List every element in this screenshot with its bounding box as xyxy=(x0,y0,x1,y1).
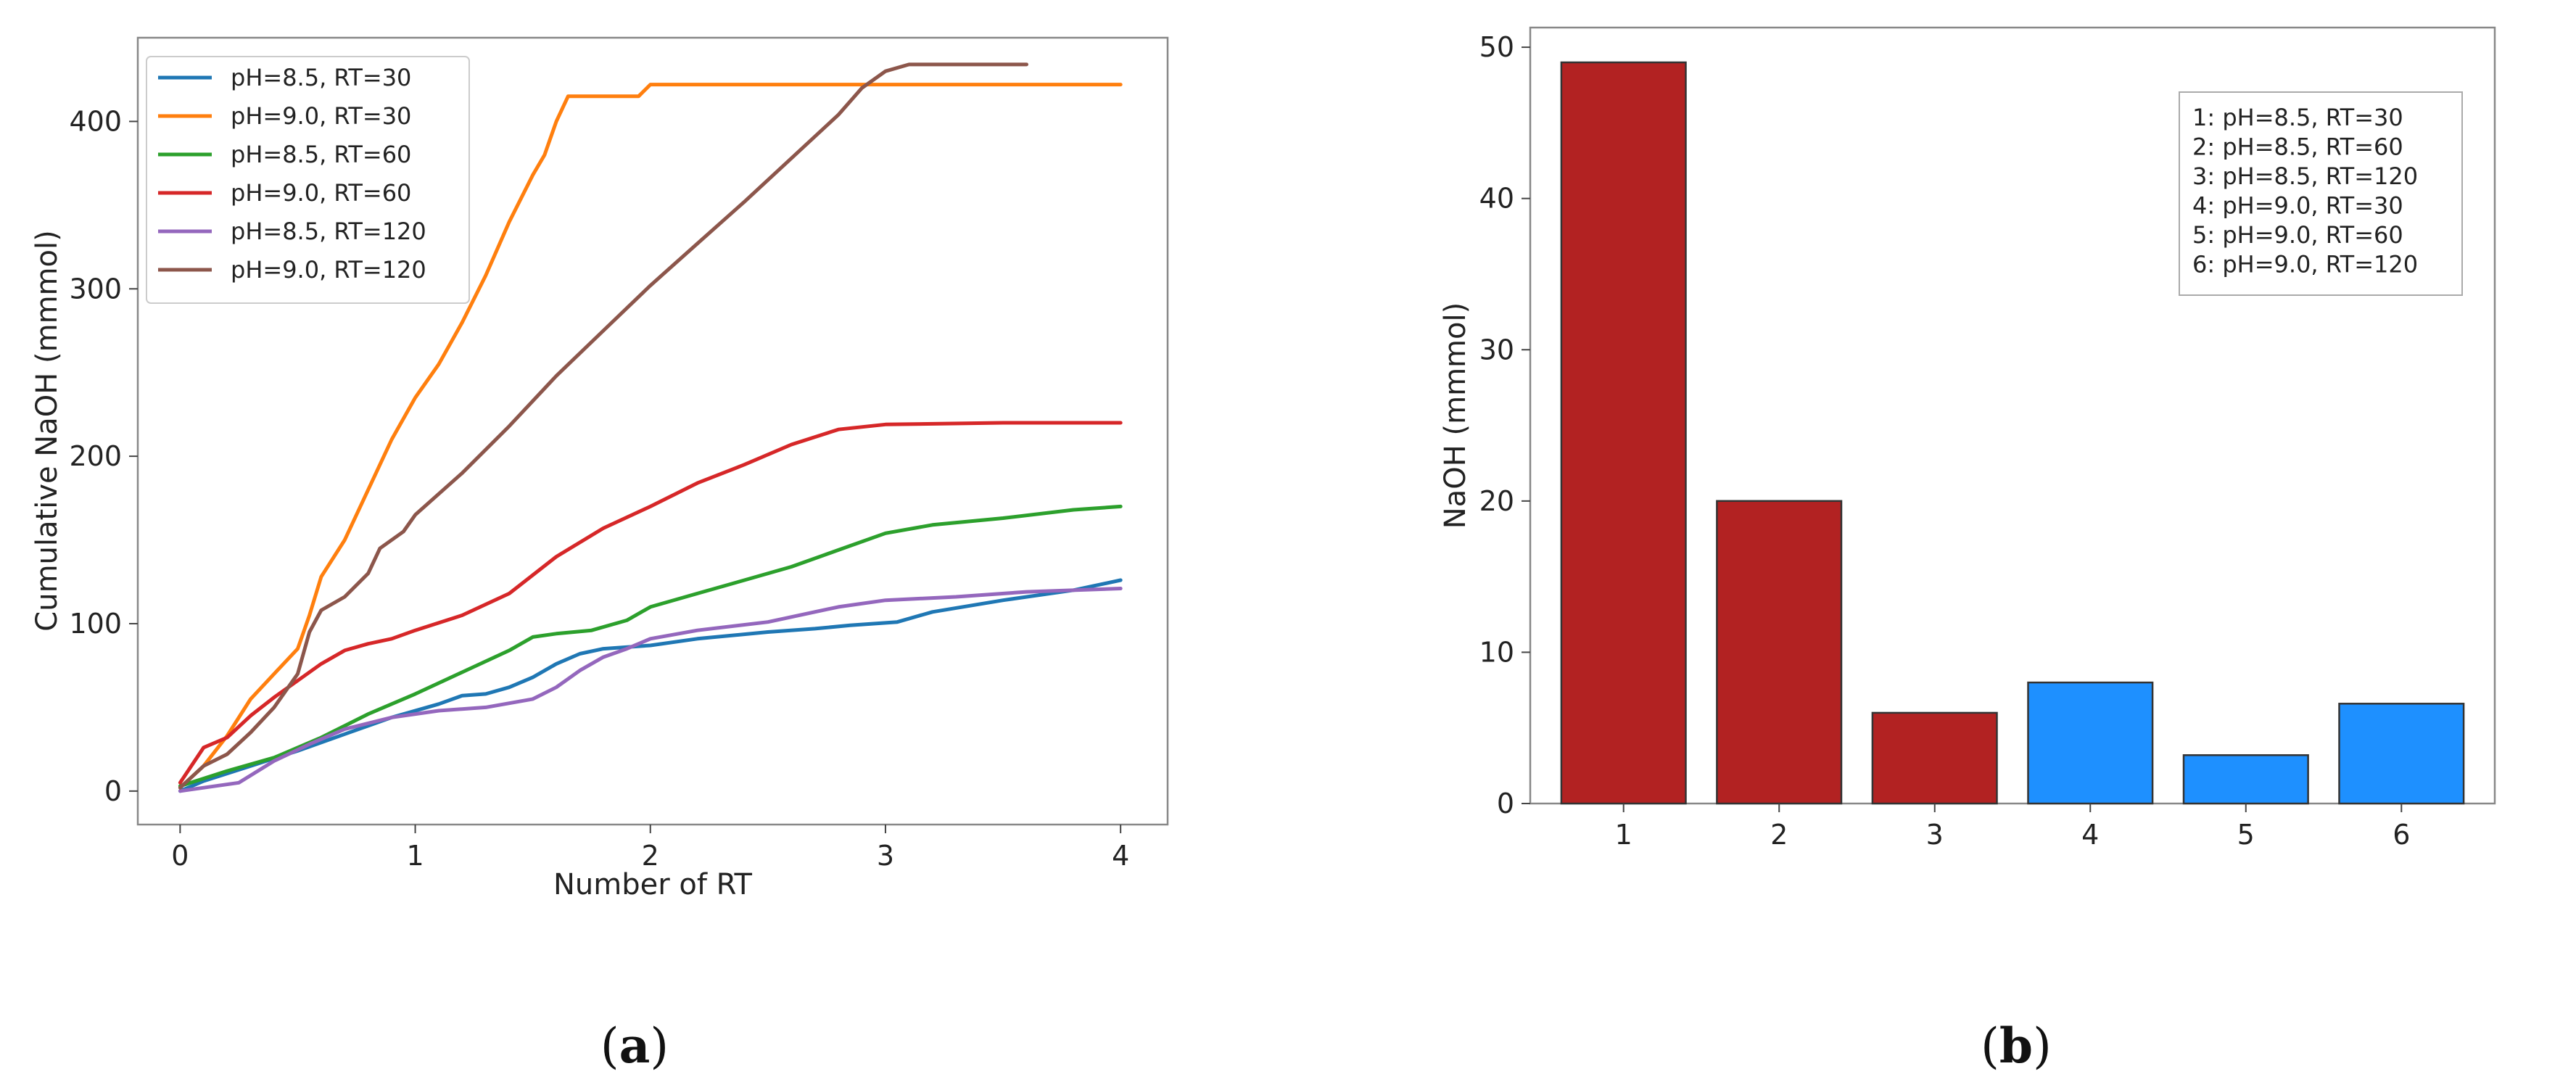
panel-b-y-tick-label: 40 xyxy=(1479,183,1514,215)
panel-b-y-tick-label: 30 xyxy=(1479,334,1514,366)
panel-a-legend-label-5: pH=8.5, RT=120 xyxy=(231,218,426,245)
panel-a-y-tick-label: 400 xyxy=(69,105,122,137)
panel-b-legend-entry-6: 6: pH=9.0, RT=120 xyxy=(2192,251,2418,278)
panel-a-y-tick-label: 200 xyxy=(69,440,122,472)
panel-a-legend-label-6: pH=9.0, RT=120 xyxy=(231,256,426,284)
panel-b-caption: (b) xyxy=(1981,1017,2052,1074)
panel-a-x-tick-label: 3 xyxy=(877,840,894,872)
panel-a-legend-label-1: pH=8.5, RT=30 xyxy=(231,64,411,91)
panel-a-y-axis-label: Cumulative NaOH (mmmol) xyxy=(30,230,64,631)
panel-b-bar-chart: 1 2 3 4 5 6 0 10 20 30 40 50 1: pH=8.5, RT=302: pH=… xyxy=(1439,26,2496,1074)
panel-b-y-tick-label: 0 xyxy=(1497,788,1514,819)
panel-a-series-line-6 xyxy=(178,62,1028,790)
panel-a-legend-label-3: pH=8.5, RT=60 xyxy=(231,141,411,168)
panel-b-x-tick-label: 4 xyxy=(2081,819,2099,851)
panel-a-caption: (a) xyxy=(600,1017,669,1074)
panel-a-line-chart: 0 1 2 3 4 0 100 200 300 400 pH=8.5, RT=30 pH=9.0, … xyxy=(30,36,1169,1074)
panel-a-x-axis-label: Number of RT xyxy=(553,868,753,901)
panel-b-bar-6 xyxy=(2338,703,2465,805)
panel-b-legend-entry-1: 1: pH=8.5, RT=30 xyxy=(2192,104,2403,131)
panel-a-y-tick-label: 0 xyxy=(104,775,122,807)
panel-b-bar-5 xyxy=(2182,754,2309,805)
panel-a-series-line-4 xyxy=(178,421,1123,785)
panel-a-x-tick-label: 4 xyxy=(1112,840,1129,872)
panel-b-y-axis-label: NaOH (mmmol) xyxy=(1439,302,1472,529)
panel-b-bar-1 xyxy=(1560,61,1687,805)
panel-b-legend-entry-5: 5: pH=9.0, RT=60 xyxy=(2192,221,2403,249)
panel-b-y-tick-label: 10 xyxy=(1479,636,1514,668)
panel-b-x-tick-label: 5 xyxy=(2237,819,2255,851)
panel-a-series-line-3 xyxy=(178,504,1123,788)
panel-b-caption-letter: b xyxy=(1999,1017,2033,1074)
panel-b-legend: 1: pH=8.5, RT=302: pH=8.5, RT=603: pH=8.… xyxy=(2179,91,2463,296)
panel-a-caption-letter: a xyxy=(619,1017,651,1074)
panel-a-series-line-2 xyxy=(178,83,1123,790)
panel-a-series-line-1 xyxy=(178,578,1123,793)
panel-b-bar-2 xyxy=(1716,500,1843,805)
panel-a-legend-label-2: pH=9.0, RT=30 xyxy=(231,102,411,130)
panel-b-y-tick-label: 50 xyxy=(1479,31,1514,63)
panel-b-bar-4 xyxy=(2027,681,2154,805)
panel-b-y-tick-label: 20 xyxy=(1479,485,1514,517)
panel-b-bar-3 xyxy=(1871,711,1998,805)
panel-b-legend-entry-2: 2: pH=8.5, RT=60 xyxy=(2192,133,2403,161)
panel-a-series-line-5 xyxy=(178,587,1123,793)
panel-b-x-tick-label: 2 xyxy=(1770,819,1788,851)
panel-a-y-tick-label: 300 xyxy=(69,273,122,305)
panel-a-legend-box xyxy=(146,56,470,304)
panel-a-x-tick-label: 0 xyxy=(171,840,189,872)
panel-b-legend-box xyxy=(2179,91,2463,296)
panel-a-legend-label-4: pH=9.0, RT=60 xyxy=(231,179,411,207)
panel-a-x-tick-label: 2 xyxy=(642,840,659,872)
panel-b-x-tick-label: 3 xyxy=(1926,819,1944,851)
panel-b-x-tick-label: 6 xyxy=(2393,819,2410,851)
panel-a-x-tick-label: 1 xyxy=(406,840,424,872)
panel-a-legend: pH=8.5, RT=30 pH=9.0, RT=30 pH=8.5, RT=60 p… xyxy=(146,56,470,304)
panel-b-legend-entry-3: 3: pH=8.5, RT=120 xyxy=(2192,162,2418,190)
panel-a-y-tick-label: 100 xyxy=(69,608,122,640)
panel-b-x-tick-label: 1 xyxy=(1615,819,1632,851)
panel-b-legend-entry-4: 4: pH=9.0, RT=30 xyxy=(2192,192,2403,220)
